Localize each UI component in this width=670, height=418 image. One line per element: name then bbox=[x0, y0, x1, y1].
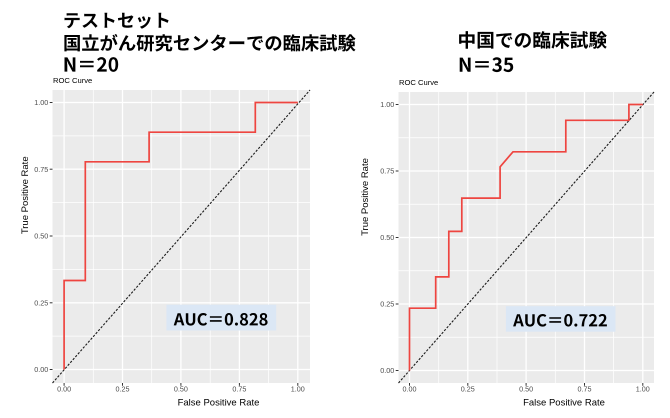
svg-text:0.75: 0.75 bbox=[578, 385, 592, 394]
svg-text:True Positive Rate: True Positive Rate bbox=[20, 156, 31, 234]
svg-text:1.00: 1.00 bbox=[34, 98, 48, 107]
svg-text:0.50: 0.50 bbox=[380, 233, 394, 242]
svg-text:0.00: 0.00 bbox=[380, 366, 394, 375]
svg-text:0.25: 0.25 bbox=[380, 300, 394, 309]
svg-text:0.75: 0.75 bbox=[34, 165, 48, 174]
svg-text:1.00: 1.00 bbox=[291, 385, 305, 394]
svg-text:0.50: 0.50 bbox=[34, 232, 48, 241]
svg-text:0.25: 0.25 bbox=[34, 298, 48, 307]
svg-text:False Positive Rate: False Positive Rate bbox=[523, 398, 605, 409]
svg-text:1.00: 1.00 bbox=[636, 385, 650, 394]
svg-text:ROC Curve: ROC Curve bbox=[399, 78, 438, 87]
svg-text:False Positive Rate: False Positive Rate bbox=[178, 398, 260, 409]
svg-text:0.50: 0.50 bbox=[519, 385, 533, 394]
svg-text:ROC Curve: ROC Curve bbox=[53, 76, 92, 85]
svg-text:0.50: 0.50 bbox=[174, 385, 188, 394]
svg-text:0.25: 0.25 bbox=[116, 385, 130, 394]
svg-text:0.00: 0.00 bbox=[34, 365, 48, 374]
svg-text:True Positive Rate: True Positive Rate bbox=[360, 158, 371, 236]
svg-text:0.75: 0.75 bbox=[380, 167, 394, 176]
svg-text:0.75: 0.75 bbox=[232, 385, 246, 394]
svg-text:0.00: 0.00 bbox=[57, 385, 71, 394]
svg-text:1.00: 1.00 bbox=[380, 100, 394, 109]
svg-text:0.25: 0.25 bbox=[461, 385, 475, 394]
svg-text:0.00: 0.00 bbox=[403, 385, 417, 394]
